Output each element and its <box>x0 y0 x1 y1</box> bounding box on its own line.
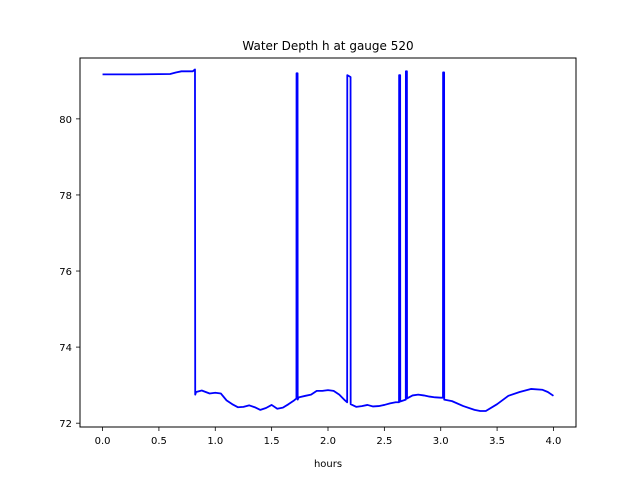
y-tick-label: 74 <box>59 343 72 354</box>
x-axis: 0.0 0.5 1.0 1.5 2.0 2.5 3.0 3.5 4.0 <box>95 427 562 447</box>
x-tick-label: 2.0 <box>320 436 336 447</box>
x-tick-label: 3.5 <box>489 436 505 447</box>
x-tick-label: 2.5 <box>376 436 392 447</box>
y-tick-label: 78 <box>59 191 72 202</box>
x-tick-label: 3.0 <box>433 436 449 447</box>
y-tick-label: 72 <box>59 419 72 430</box>
x-tick-label: 1.5 <box>264 436 280 447</box>
x-tick-label: 1.0 <box>207 436 223 447</box>
y-tick-label: 76 <box>59 267 72 278</box>
x-axis-label: hours <box>314 459 342 470</box>
series-line-0 <box>102 68 554 412</box>
y-axis: 72 74 76 78 80 <box>59 115 80 430</box>
series-layer <box>102 68 554 412</box>
chart-title: Water Depth h at gauge 520 <box>242 39 413 53</box>
x-tick-label: 4.0 <box>546 436 562 447</box>
x-tick-label: 0.5 <box>151 436 167 447</box>
y-tick-label: 80 <box>59 115 72 126</box>
x-tick-label: 0.0 <box>95 436 111 447</box>
